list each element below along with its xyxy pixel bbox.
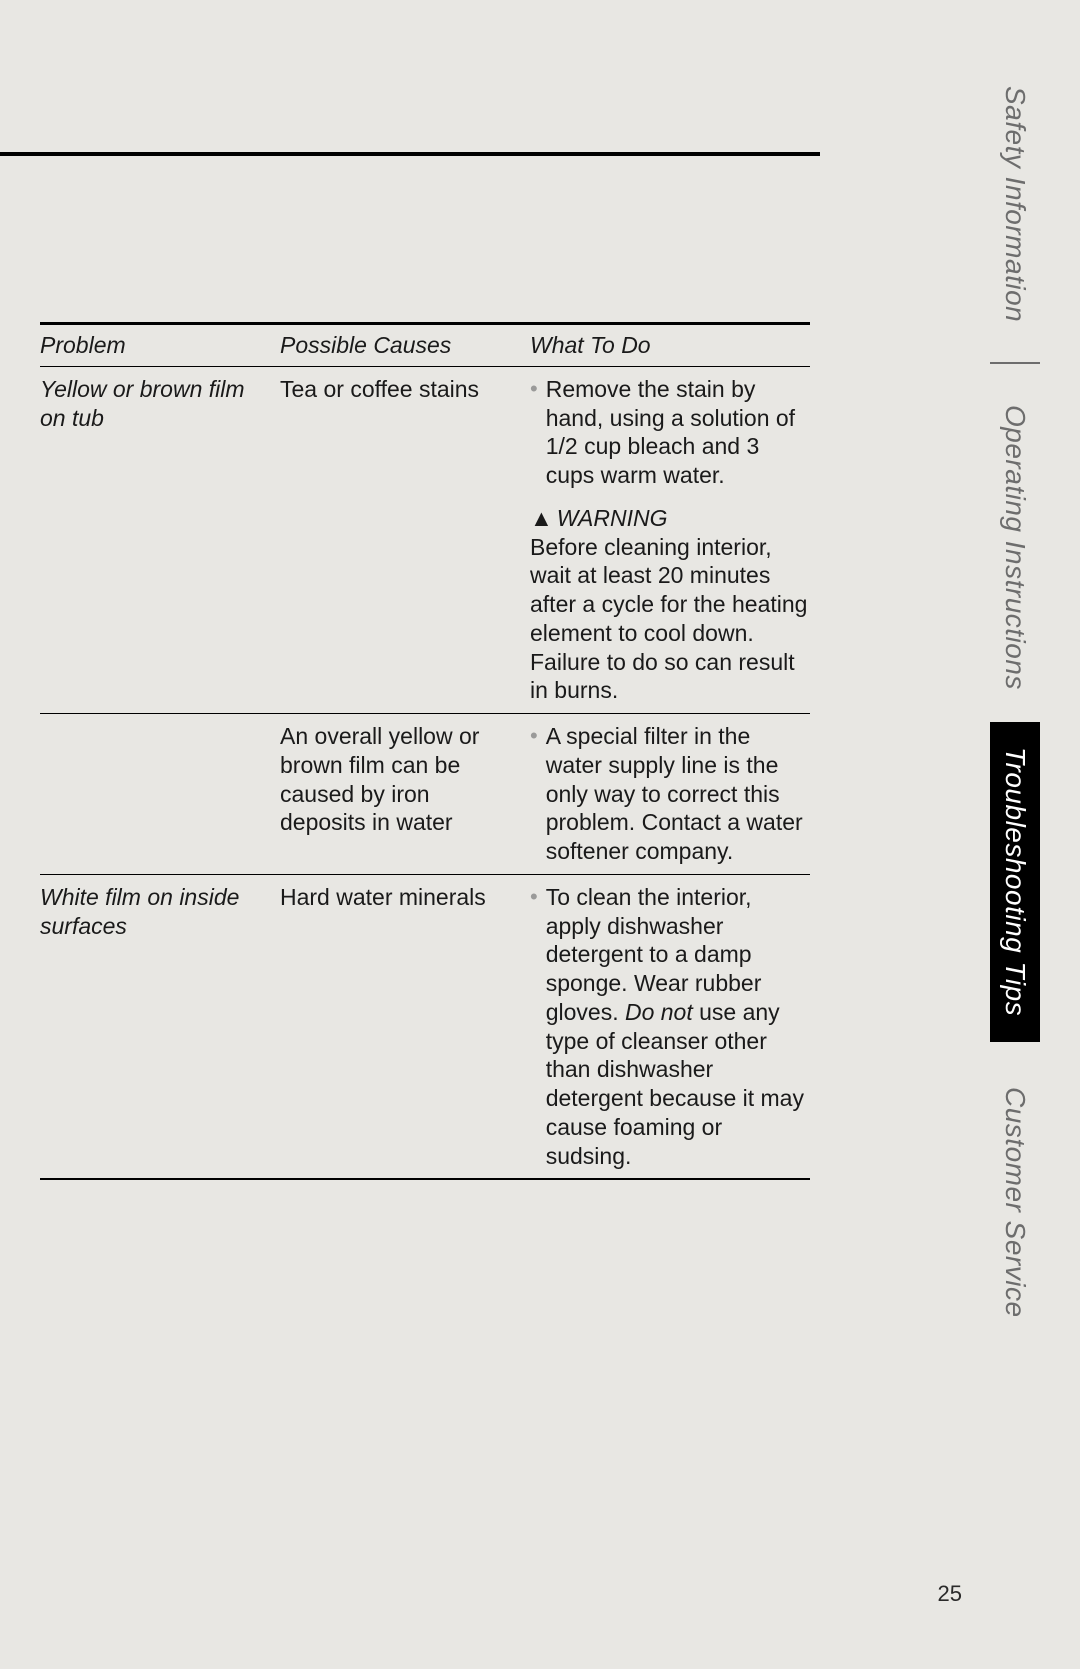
what-text: A special filter in the water supply lin… [546,722,810,866]
bullet-icon: • [530,722,538,866]
cell-cause: Hard water minerals [280,883,530,1171]
what-bullet: • To clean the interior, apply dishwashe… [530,883,810,1171]
top-horizontal-rule [0,152,820,156]
cell-what: • A special filter in the water supply l… [530,722,810,866]
tab-customer-service[interactable]: Customer Service [990,1042,1040,1362]
header-what: What To Do [530,331,810,360]
what-bullet: • A special filter in the water supply l… [530,722,810,866]
troubleshooting-table: Problem Possible Causes What To Do Yello… [40,322,810,1180]
cell-problem [40,722,280,866]
warning-label: WARNING [557,505,668,531]
bullet-icon: • [530,375,538,490]
tab-safety-information[interactable]: Safety Information [990,54,1040,354]
cell-what: • To clean the interior, apply dishwashe… [530,883,810,1171]
tab-operating-instructions[interactable]: Operating Instructions [990,372,1040,722]
cell-problem: White film on inside surfaces [40,883,280,1171]
what-text: To clean the interior, apply dishwasher … [546,883,810,1171]
tab-troubleshooting-tips[interactable]: Troubleshooting Tips [990,722,1040,1042]
what-bullet: • Remove the stain by hand, using a solu… [530,375,810,490]
warning-text: Before cleaning interior, wait at least … [530,533,810,706]
bullet-icon: • [530,883,538,1171]
table-row: An overall yellow or brown film can be c… [40,713,810,875]
content-area: Safety Information Operating Instruction… [40,54,1040,1629]
cell-problem: Yellow or brown film on tub [40,375,280,705]
table-row: Yellow or brown film on tub Tea or coffe… [40,367,810,713]
what-emphasis: Do not [625,999,693,1025]
page-number: 25 [938,1581,962,1607]
warning-heading: ▲WARNING [530,504,810,533]
warning-icon: ▲ [530,504,553,533]
manual-page: Safety Information Operating Instruction… [0,0,1080,1669]
tab-separator [990,362,1040,364]
what-text: Remove the stain by hand, using a soluti… [546,375,810,490]
cell-what: • Remove the stain by hand, using a solu… [530,375,810,705]
warning-block: ▲WARNING Before cleaning interior, wait … [530,504,810,705]
side-tab-column: Safety Information Operating Instruction… [990,54,1040,1614]
cell-cause: An overall yellow or brown film can be c… [280,722,530,866]
header-causes: Possible Causes [280,331,530,360]
table-header-row: Problem Possible Causes What To Do [40,322,810,367]
table-row: White film on inside surfaces Hard water… [40,875,810,1181]
header-problem: Problem [40,331,280,360]
cell-cause: Tea or coffee stains [280,375,530,705]
